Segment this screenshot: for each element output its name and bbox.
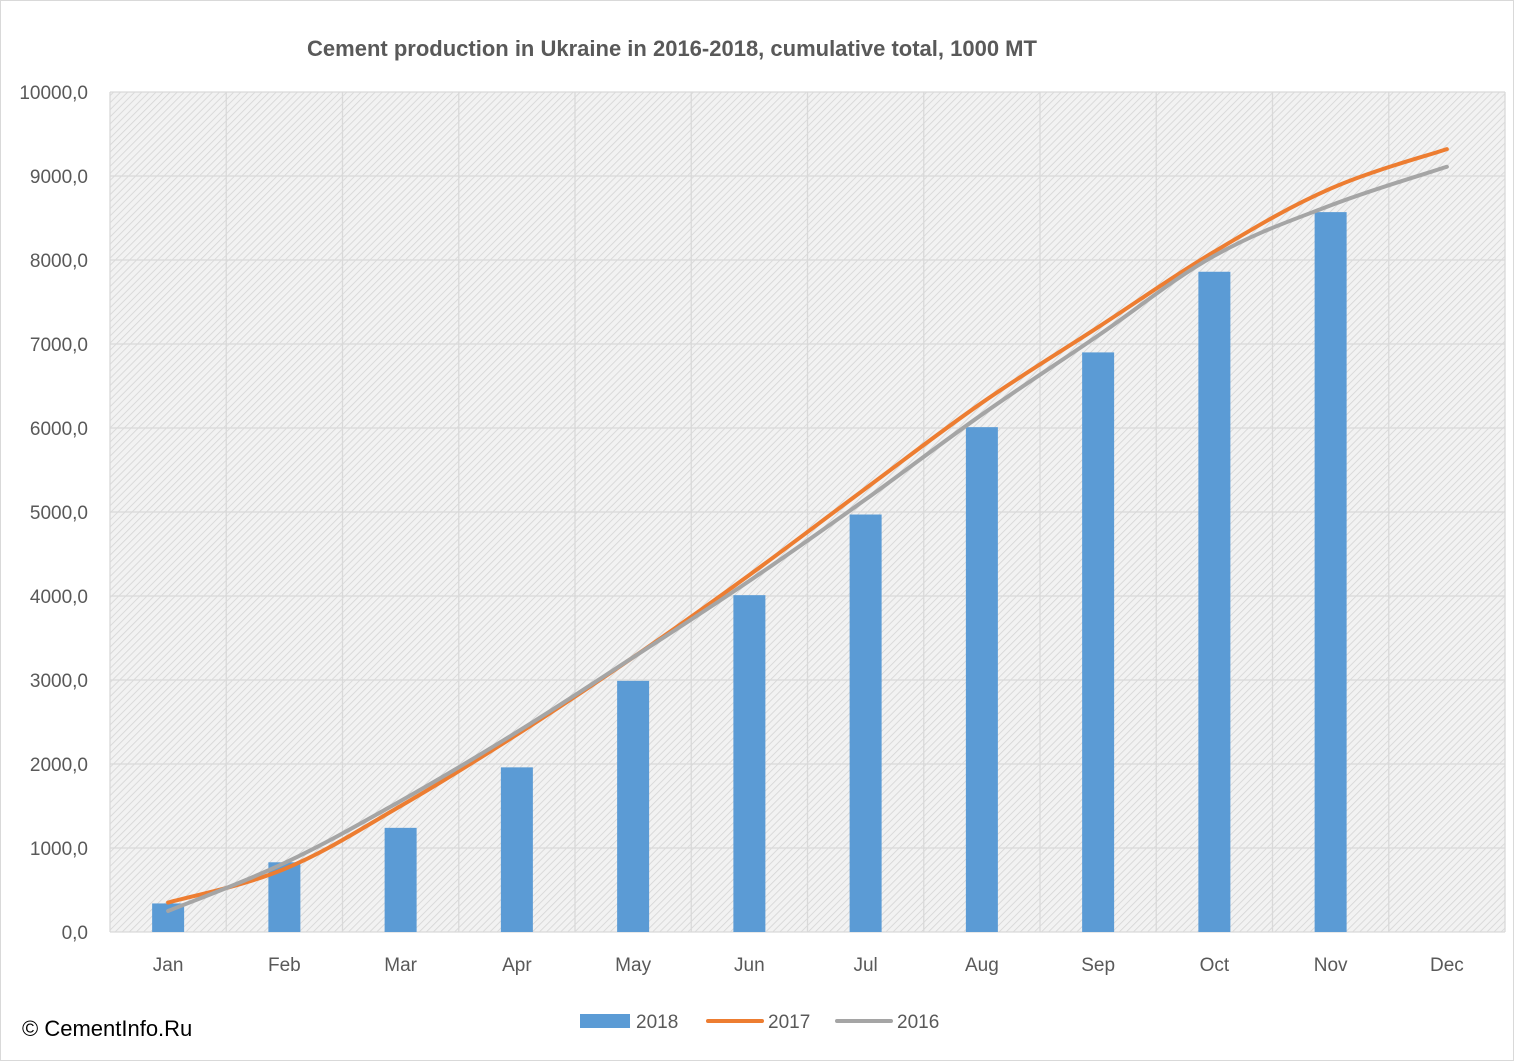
bar-2018-nov — [1314, 212, 1347, 932]
y-tick-label: 2000,0 — [30, 755, 88, 776]
y-tick-label: 10000,0 — [19, 83, 88, 104]
y-tick-label: 3000,0 — [30, 671, 88, 692]
line-series-2016 — [166, 164, 1449, 913]
bar-2018-oct — [1198, 271, 1231, 932]
line-series — [166, 147, 1449, 913]
x-tick-label: Apr — [502, 955, 532, 976]
x-tick-label: May — [615, 955, 651, 976]
bar-2018-may — [617, 680, 650, 932]
bar-2018-apr — [500, 767, 533, 932]
legend-label-2016: 2016 — [897, 1012, 939, 1033]
x-tick-label: Jun — [734, 955, 765, 976]
y-tick-label: 1000,0 — [30, 839, 88, 860]
line-series-2017 — [166, 147, 1449, 905]
y-tick-label: 4000,0 — [30, 587, 88, 608]
x-axis: Jan Feb Mar Apr May Jun Jul Aug Sep Oct Nov Dec — [153, 955, 1464, 976]
x-tick-label: Aug — [965, 955, 999, 976]
legend: 2018 2017 2016 — [580, 1012, 939, 1033]
gridlines — [109, 91, 1506, 933]
bar-2018-jun — [733, 595, 766, 932]
x-tick-label: Dec — [1430, 955, 1464, 976]
bar-2018-jul — [849, 514, 882, 932]
legend-swatch-2018 — [580, 1014, 630, 1028]
x-tick-label: Nov — [1314, 955, 1348, 976]
legend-label-2018: 2018 — [636, 1012, 678, 1033]
copyright-text: © CementInfo.Ru — [22, 1016, 192, 1041]
x-tick-label: Sep — [1081, 955, 1115, 976]
x-tick-label: Oct — [1200, 955, 1230, 976]
x-tick-label: Mar — [384, 955, 417, 976]
y-axis: 0,0 1000,0 2000,0 3000,0 4000,0 5000,0 6000,0 7… — [19, 83, 88, 944]
x-tick-label: Feb — [268, 955, 301, 976]
legend-label-2017: 2017 — [768, 1012, 810, 1033]
x-tick-label: Jul — [853, 955, 877, 976]
bar-series-2018 — [152, 212, 1347, 932]
chart-title: Cement production in Ukraine in 2016-201… — [307, 36, 1037, 61]
y-tick-label: 9000,0 — [30, 167, 88, 188]
y-tick-label: 6000,0 — [30, 419, 88, 440]
y-tick-label: 5000,0 — [30, 503, 88, 524]
y-tick-label: 7000,0 — [30, 335, 88, 356]
bar-2018-mar — [384, 827, 417, 932]
bar-2018-aug — [965, 427, 998, 932]
bar-2018-sep — [1082, 352, 1115, 932]
y-tick-label: 0,0 — [62, 923, 88, 944]
y-tick-label: 8000,0 — [30, 251, 88, 272]
x-tick-label: Jan — [153, 955, 184, 976]
